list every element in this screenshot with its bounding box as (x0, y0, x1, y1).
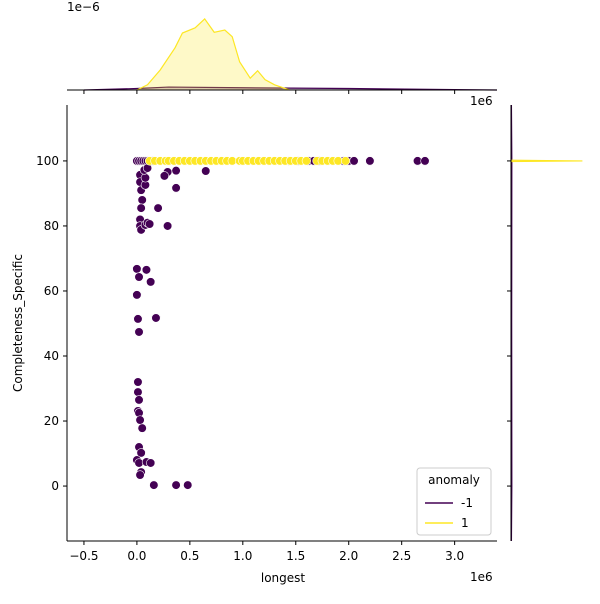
legend-label: 1 (461, 516, 469, 530)
point (135, 273, 144, 282)
x-offset-label: 1e6 (470, 570, 493, 584)
y-tick-label: 20 (44, 414, 59, 428)
y-tick-label: 100 (36, 154, 59, 168)
point (134, 378, 143, 387)
x-tick-label: 2.5 (392, 549, 411, 563)
point (135, 396, 144, 405)
x-tick-label: 3.0 (445, 549, 464, 563)
point (341, 157, 350, 166)
point (137, 204, 146, 213)
point (146, 459, 155, 468)
point (172, 184, 181, 193)
point (366, 157, 375, 166)
point (150, 481, 159, 490)
x-tick-label: 0.0 (127, 549, 146, 563)
point (134, 388, 143, 397)
x-tick-label: 1.5 (286, 549, 305, 563)
y-tick-label: 60 (44, 284, 59, 298)
point (421, 157, 430, 166)
point (146, 278, 155, 287)
point (136, 416, 145, 425)
x-tick-label: 0.5 (180, 549, 199, 563)
point (133, 265, 142, 274)
legend-label: -1 (461, 496, 473, 510)
point (141, 174, 150, 183)
y-tick-label: 0 (51, 479, 59, 493)
point (154, 204, 163, 213)
kde-line (511, 160, 582, 161)
y-tick-label: 40 (44, 349, 59, 363)
x-tick-label: 1.0 (233, 549, 252, 563)
point (133, 291, 142, 300)
y-tick-label: 80 (44, 219, 59, 233)
point (138, 424, 147, 433)
point (152, 314, 161, 323)
point (138, 196, 147, 205)
point (145, 220, 154, 229)
x-tick-label: 2.0 (339, 549, 358, 563)
legend-title: anomaly (428, 473, 480, 487)
kde-area (137, 19, 290, 90)
point (135, 328, 144, 337)
point (350, 157, 359, 166)
x-axis-label: longest (261, 571, 306, 585)
point (136, 471, 145, 480)
point (172, 481, 181, 490)
x-tick-label: −0.5 (69, 549, 98, 563)
top-x-offset-label: 1e6 (470, 94, 493, 108)
point (163, 222, 172, 231)
point (134, 315, 143, 324)
point (160, 172, 169, 181)
y-axis-label: Completeness_Specific (11, 254, 25, 392)
point (183, 481, 192, 490)
top-y-offset-label: 1e−6 (67, 0, 100, 14)
point (172, 166, 181, 175)
point (142, 266, 151, 275)
point (201, 167, 210, 176)
point (302, 157, 311, 166)
